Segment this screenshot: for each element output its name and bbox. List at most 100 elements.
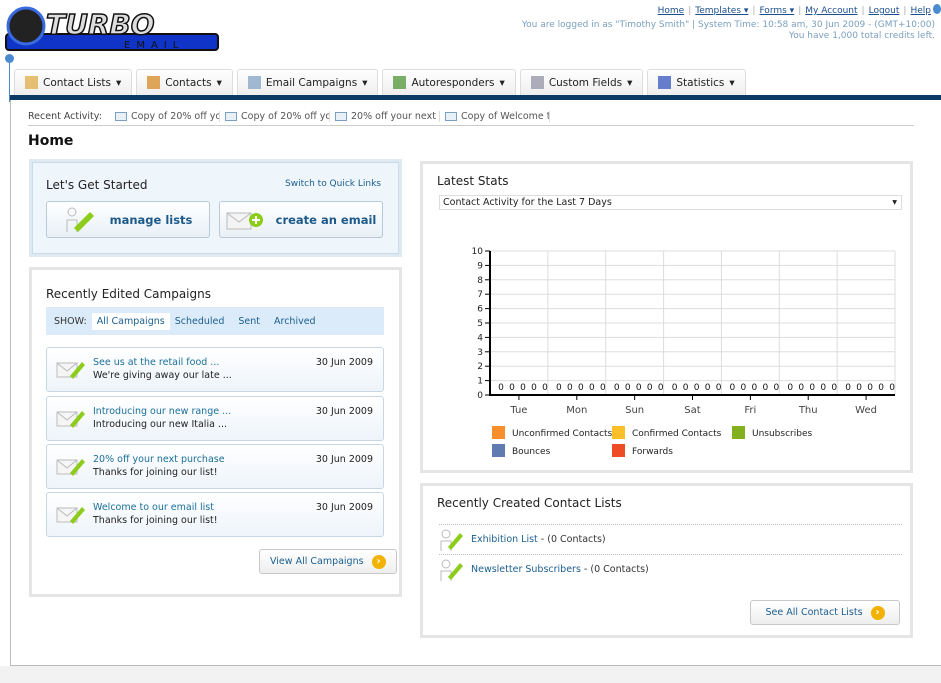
campaign-name-link[interactable]: Introducing our new range ... bbox=[93, 406, 232, 417]
data-label: 0 bbox=[831, 383, 837, 393]
pin-decoration bbox=[5, 54, 14, 63]
filter-archived[interactable]: Archived bbox=[274, 315, 316, 327]
data-label: 0 bbox=[774, 383, 780, 393]
stats-period-select[interactable]: Contact Activity for the Last 7 Days ▾ bbox=[439, 195, 902, 210]
show-label: SHOW: bbox=[54, 315, 87, 327]
contact-count: - (0 Contacts) bbox=[580, 564, 649, 575]
data-label: 0 bbox=[614, 383, 620, 393]
recent-activity-item[interactable]: Copy of 20% off yo bbox=[110, 111, 220, 122]
link-templates[interactable]: Templates ▾ bbox=[695, 6, 749, 16]
dropdown-caret-icon: ▾ bbox=[892, 197, 897, 208]
create-email-button[interactable]: create an email bbox=[219, 201, 383, 238]
header-links: Home | Templates ▾ | Forms ▾ | My Account | Logo… bbox=[521, 6, 935, 41]
y-tick-label: 0 bbox=[477, 391, 483, 401]
legend-swatch bbox=[492, 426, 505, 439]
turbo-email-logo[interactable]: TURBO EMAIL bbox=[4, 4, 220, 52]
campaign-item[interactable]: See us at the retail food ... We're givin… bbox=[46, 347, 384, 392]
nav-bar bbox=[10, 95, 941, 100]
filter-sent[interactable]: Sent bbox=[238, 315, 261, 327]
campaign-date: 30 Jun 2009 bbox=[315, 502, 373, 513]
data-label: 0 bbox=[716, 383, 722, 393]
filter-all-campaigns[interactable]: All Campaigns bbox=[91, 312, 170, 330]
user-pencil-icon bbox=[440, 559, 463, 581]
data-label: 0 bbox=[542, 383, 548, 393]
y-tick-label: 7 bbox=[477, 290, 483, 300]
envelope-plus-icon bbox=[226, 212, 263, 229]
data-label: 0 bbox=[683, 383, 689, 393]
y-tick-label: 10 bbox=[472, 247, 484, 257]
autoresponder-icon bbox=[393, 76, 407, 89]
scroll-indicator[interactable] bbox=[933, 4, 941, 14]
manage-lists-button[interactable]: manage lists bbox=[46, 201, 210, 238]
contact-list-link[interactable]: Exhibition List bbox=[471, 534, 538, 545]
data-label: 0 bbox=[798, 383, 804, 393]
legend-swatch bbox=[732, 426, 745, 439]
user-pencil-icon bbox=[66, 207, 94, 232]
see-all-contact-lists-button[interactable]: See All Contact Lists › bbox=[750, 600, 900, 625]
view-all-campaigns-button[interactable]: View All Campaigns › bbox=[259, 549, 397, 574]
envelope-icon bbox=[335, 112, 347, 121]
envelope-pencil-icon bbox=[56, 411, 85, 428]
page-footer-area bbox=[0, 666, 941, 683]
recent-activity-label: Recent Activity: bbox=[28, 111, 102, 122]
link-forms[interactable]: Forms ▾ bbox=[759, 6, 795, 16]
pin-line bbox=[9, 62, 10, 102]
tab-contact-lists[interactable]: Contact Lists ▾ bbox=[14, 69, 133, 95]
x-tick-label: Wed bbox=[855, 405, 877, 416]
contact-list-item: Newsletter Subscribers - (0 Contacts) bbox=[439, 554, 902, 584]
tab-label: Custom Fields bbox=[548, 76, 623, 89]
campaign-item[interactable]: Welcome to our email list Thanks for join… bbox=[46, 492, 384, 537]
contact-list-link[interactable]: Newsletter Subscribers bbox=[471, 564, 581, 575]
recent-activity-item[interactable]: 20% off your next p bbox=[330, 111, 440, 122]
filter-scheduled[interactable]: Scheduled bbox=[174, 315, 225, 327]
chevron-down-icon: ▾ bbox=[362, 76, 368, 89]
tab-contacts[interactable]: Contacts ▾ bbox=[136, 69, 233, 95]
switch-quick-links[interactable]: Switch to Quick Links bbox=[285, 179, 381, 189]
tab-label: Contact Lists bbox=[43, 76, 112, 89]
data-label: 0 bbox=[647, 383, 653, 393]
tab-autoresponders[interactable]: Autoresponders ▾ bbox=[382, 69, 516, 95]
y-tick-label: 8 bbox=[477, 276, 483, 286]
campaign-name-link[interactable]: See us at the retail food ... bbox=[93, 357, 220, 368]
see-all-label: See All Contact Lists bbox=[765, 607, 863, 618]
view-all-label: View All Campaigns bbox=[270, 556, 364, 567]
page-title: Home bbox=[28, 133, 74, 149]
y-tick-label: 1 bbox=[477, 377, 483, 387]
recent-activity-item[interactable]: Copy of 20% off yo bbox=[220, 111, 330, 122]
svg-text:TURBO: TURBO bbox=[46, 8, 155, 41]
x-tick-label: Sat bbox=[684, 405, 700, 416]
data-label: 0 bbox=[867, 383, 873, 393]
tab-custom-fields[interactable]: Custom Fields ▾ bbox=[519, 69, 644, 95]
link-my-account[interactable]: My Account bbox=[805, 6, 858, 16]
contact-count: - (0 Contacts) bbox=[537, 534, 606, 545]
tab-statistics[interactable]: Statistics ▾ bbox=[647, 69, 746, 95]
recent-activity-item[interactable]: Copy of Welcome to bbox=[440, 111, 550, 122]
campaign-name-link[interactable]: 20% off your next purchase bbox=[93, 454, 225, 465]
login-info: You are logged in as "Timothy Smith" | S… bbox=[521, 20, 935, 30]
legend-label: Forwards bbox=[632, 447, 673, 457]
data-label: 0 bbox=[509, 383, 515, 393]
recent-contact-lists-title: Recently Created Contact Lists bbox=[437, 496, 622, 510]
data-label: 0 bbox=[625, 383, 631, 393]
envelope-icon bbox=[115, 112, 127, 121]
tab-label: Contacts bbox=[165, 76, 212, 89]
y-tick-label: 9 bbox=[477, 261, 483, 271]
legend-label: Bounces bbox=[512, 447, 551, 457]
chevron-down-icon: ▾ bbox=[729, 76, 735, 89]
tab-email-campaigns[interactable]: Email Campaigns ▾ bbox=[236, 69, 379, 95]
link-home[interactable]: Home bbox=[657, 6, 685, 16]
link-help[interactable]: Help bbox=[910, 6, 931, 16]
x-tick-label: Mon bbox=[566, 405, 587, 416]
data-label: 0 bbox=[856, 383, 862, 393]
custom-fields-icon bbox=[530, 76, 544, 89]
arrow-right-icon: › bbox=[371, 554, 386, 569]
campaign-item[interactable]: Introducing our new range ... Introducing… bbox=[46, 396, 384, 441]
data-label: 0 bbox=[600, 383, 606, 393]
link-logout[interactable]: Logout bbox=[868, 6, 900, 16]
get-started-title: Let's Get Started bbox=[46, 178, 148, 192]
campaign-item[interactable]: 20% off your next purchase Thanks for joi… bbox=[46, 444, 384, 489]
arrow-right-icon: › bbox=[870, 605, 885, 620]
campaign-name-link[interactable]: Welcome to our email list bbox=[93, 502, 214, 513]
legend-label: Unsubscribes bbox=[752, 429, 812, 439]
campaign-date: 30 Jun 2009 bbox=[315, 357, 373, 368]
